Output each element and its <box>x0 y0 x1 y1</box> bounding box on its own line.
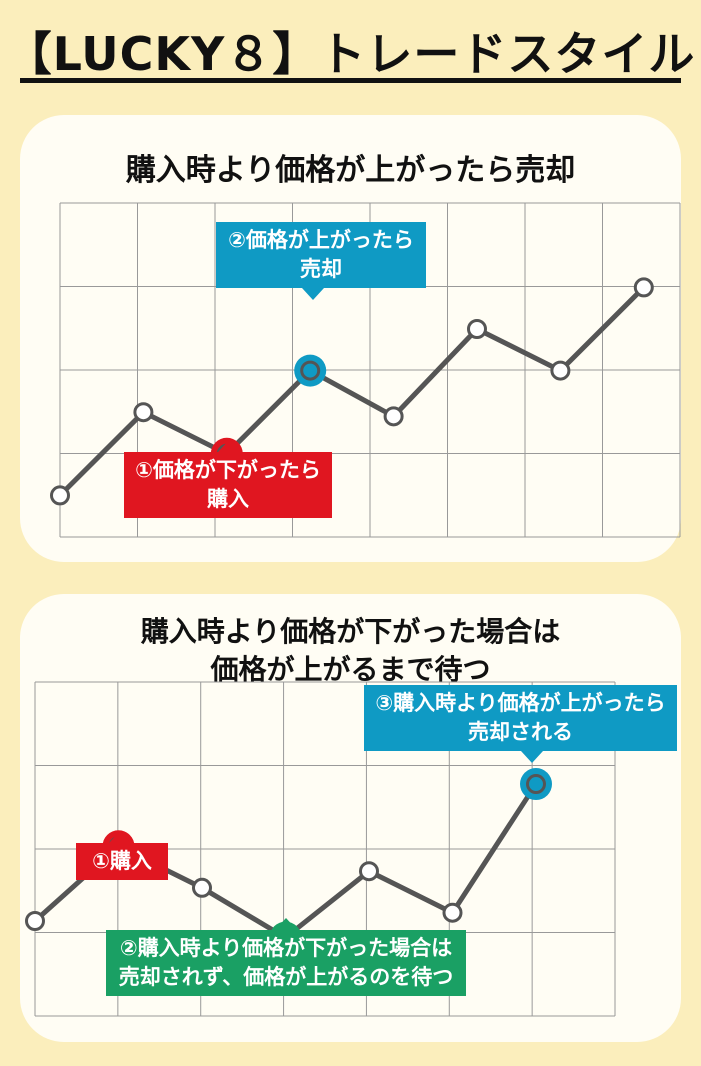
data-point <box>383 406 404 427</box>
callout-wait: ②購入時より価格が下がった場合は 売却されず、価格が上がるのを待つ <box>106 918 466 996</box>
panel2-title-line2: 価格が上がるまで待つ <box>210 653 491 686</box>
callout-buy-pointer <box>218 440 240 452</box>
data-point <box>300 360 321 381</box>
title-underline <box>20 78 681 83</box>
panel1-title: 購入時より価格が上がったら売却 <box>125 153 576 188</box>
callout-sell-line2: 売却 <box>300 257 342 281</box>
page-title: 【LUCKY８】トレードスタイル <box>5 27 696 81</box>
data-point <box>50 485 70 506</box>
data-point <box>526 774 546 795</box>
callout-buy: ①価格が下がったら 購入 <box>124 440 332 518</box>
callout-wait-line2: 売却されず、価格が上がるのを待つ <box>118 965 454 989</box>
callout-buy-2-pointer <box>109 831 131 843</box>
panel2-title-line1: 購入時より価格が下がった場合は <box>140 615 561 648</box>
data-point <box>442 902 463 923</box>
data-point <box>550 360 571 381</box>
callout-sold: ③購入時より価格が上がったら 売却される <box>364 685 677 763</box>
callout-sell-pointer <box>302 288 324 300</box>
data-point <box>359 861 379 882</box>
data-point <box>192 877 212 898</box>
panel-sell-when-up: 購入時より価格が上がったら売却 ②価格が上がったら 売却 ①価格が下がったら 購… <box>20 115 681 562</box>
callout-buy-line1: ①価格が下がったら <box>135 458 321 482</box>
callout-sold-pointer <box>521 751 543 763</box>
data-point <box>467 319 487 339</box>
data-point <box>633 277 654 298</box>
callout-buy-2: ①購入 <box>76 831 168 880</box>
callout-sold-line2: 売却される <box>468 720 573 744</box>
callout-buy-line2: 購入 <box>207 487 249 511</box>
callout-sell: ②価格が上がったら 売却 <box>216 222 426 300</box>
callout-sell-line1: ②価格が上がったら <box>228 228 414 252</box>
callout-wait-pointer <box>275 918 297 930</box>
callout-buy-2-text: ①購入 <box>92 849 152 873</box>
data-point <box>25 911 45 931</box>
callout-wait-line1: ②購入時より価格が下がった場合は <box>119 936 453 960</box>
callout-sold-line1: ③購入時より価格が上がったら <box>375 691 666 715</box>
series-line <box>58 285 646 498</box>
data-point <box>133 402 154 423</box>
panel-wait-when-down: 購入時より価格が下がった場合は 価格が上がるまで待つ ①購入 ③購入時より価格が… <box>20 594 681 1042</box>
chart-sell-when-up <box>50 202 681 538</box>
